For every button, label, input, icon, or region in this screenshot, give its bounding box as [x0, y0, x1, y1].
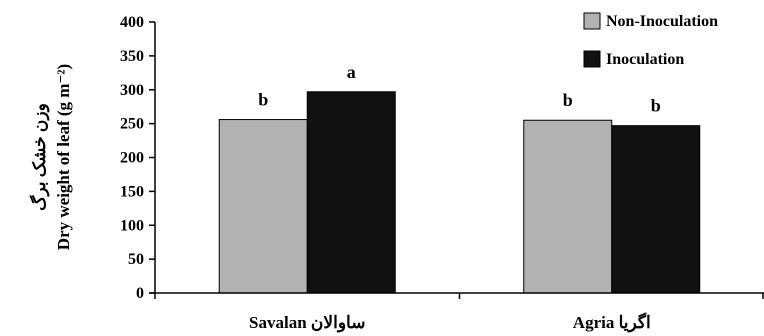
y-axis-label-english: Dry weight of leaf (g m⁻²): [54, 64, 73, 250]
legend-label: Inoculation: [606, 51, 684, 68]
bar-non-inoculation-0: [218, 119, 308, 294]
category-label: Savalan ساوالان: [249, 313, 365, 333]
y-axis-ticks: 0 50 100 150 200 250 300 350 400: [120, 14, 155, 302]
bar-inoculation-0: [306, 91, 396, 294]
y-tick-label: 100: [120, 217, 144, 234]
significance-label: a: [347, 62, 356, 82]
y-tick-label: 400: [120, 14, 144, 31]
legend-label: Non-Inoculation: [606, 13, 718, 30]
y-tick-label: 50: [128, 251, 144, 268]
bar-inoculation-1: [611, 125, 701, 294]
y-axis-label: وزن خشک برگ Dry weight of leaf (g m⁻²): [29, 64, 73, 250]
significance-label: b: [258, 90, 268, 110]
y-tick-label: 0: [136, 285, 144, 302]
y-tick-label: 350: [120, 48, 144, 65]
y-tick-label: 150: [120, 183, 144, 200]
y-tick-label: 200: [120, 150, 144, 167]
axes: [149, 22, 764, 294]
category-label: Agria اگریا: [573, 312, 651, 333]
y-tick-label: 300: [120, 82, 144, 99]
y-axis-label-persian: وزن خشک برگ: [29, 103, 50, 211]
significance-labels: b a b b: [258, 62, 661, 116]
y-tick-label: 250: [120, 116, 144, 133]
bar-non-inoculation-1: [523, 119, 613, 294]
legend-swatch: [583, 12, 601, 30]
bars: [218, 91, 701, 294]
legend: Non-Inoculation Inoculation: [583, 12, 718, 68]
significance-label: b: [651, 96, 661, 116]
legend-swatch: [583, 50, 601, 68]
x-axis-ticks: [154, 293, 764, 299]
significance-label: b: [563, 90, 573, 110]
x-axis-category-labels: Savalan ساوالان Agria اگریا: [249, 312, 651, 333]
